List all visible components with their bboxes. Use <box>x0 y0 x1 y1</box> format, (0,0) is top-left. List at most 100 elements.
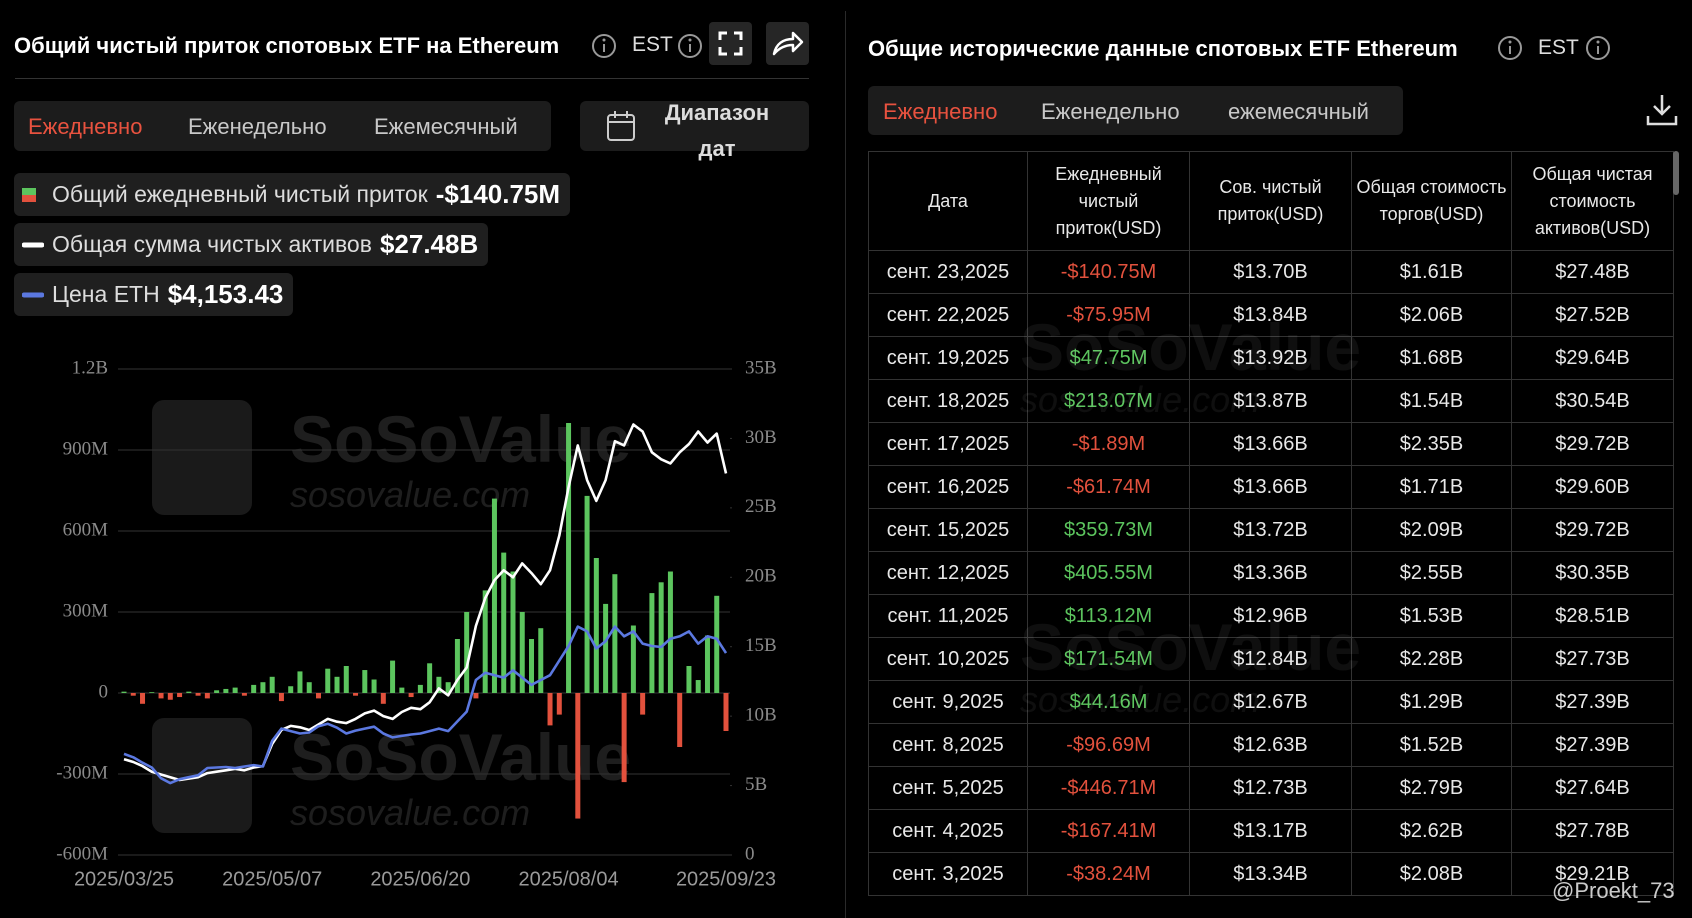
tab[interactable]: Ежемесячный <box>374 114 518 139</box>
table-cell: $1.29B <box>1351 680 1512 724</box>
info-icon[interactable] <box>590 32 618 60</box>
table-row: сент. 11,2025 $113.12M $12.96B $1.53B $28.51… <box>868 594 1674 638</box>
table-cell: $47.75M <box>1027 336 1190 380</box>
bar <box>288 686 294 693</box>
tab[interactable]: Еженедельно <box>188 114 327 139</box>
line <box>123 625 728 785</box>
bar <box>686 666 692 693</box>
bar <box>640 693 646 715</box>
x-tick-label: 2025/08/04 <box>518 868 618 890</box>
y2-tick-label: 10B <box>745 705 777 726</box>
legend-item[interactable]: Общая сумма чистых активов $27.48B <box>14 223 489 266</box>
info-icon[interactable] <box>1496 34 1524 62</box>
table-cell: сент. 17,2025 <box>868 422 1028 466</box>
table-cell: $13.66B <box>1189 422 1352 466</box>
line <box>123 423 728 782</box>
y-tick-label: 0 <box>99 681 109 702</box>
y2-tick-label: 25B <box>745 496 777 517</box>
share-button[interactable] <box>766 22 809 65</box>
bar <box>186 691 192 693</box>
bar <box>566 423 572 693</box>
legend-item[interactable]: Общий ежедневный чистый приток -$140.75M <box>14 173 571 216</box>
legend-value: -$140.75M <box>435 179 561 209</box>
bar <box>612 574 618 693</box>
tab[interactable]: Ежедневно <box>883 99 998 124</box>
table-cell: сент. 5,2025 <box>868 766 1028 810</box>
bar <box>704 635 710 693</box>
table-cell: $359.73M <box>1027 508 1190 552</box>
history-table: Дата Ежедневный чистый приток(USD) Сов. чи… <box>868 151 1674 896</box>
table-cell: $12.67B <box>1189 680 1352 724</box>
bar <box>214 690 220 693</box>
bar <box>621 693 627 783</box>
fullscreen-button[interactable] <box>709 22 752 65</box>
table-cell: сент. 23,2025 <box>868 250 1028 294</box>
info-icon[interactable] <box>1584 34 1612 62</box>
bar <box>399 687 405 693</box>
legend-swatch <box>22 187 36 202</box>
bar <box>223 688 229 693</box>
bar <box>140 693 146 704</box>
tab[interactable]: Ежедневно <box>28 114 143 139</box>
table-cell: $29.60B <box>1511 465 1674 509</box>
table-cell: $2.35B <box>1351 422 1512 466</box>
bar <box>204 693 210 699</box>
table-cell: $13.66B <box>1189 465 1352 509</box>
y-tick-label: 1.2B <box>72 357 108 378</box>
bar <box>260 682 266 693</box>
table-cell: $12.73B <box>1189 766 1352 810</box>
period-tabs: Ежедневно Еженедельно ежемесячный <box>868 86 1403 135</box>
table-cell: $2.08B <box>1351 852 1512 896</box>
date-range-button[interactable]: Диапазон дат <box>580 100 809 161</box>
scrollbar[interactable] <box>1673 151 1679 195</box>
bar <box>519 612 525 693</box>
bar <box>315 693 321 699</box>
date-range-label[interactable]: Диапазон дат <box>664 100 770 161</box>
column-header: Дата <box>868 151 1028 251</box>
divider <box>15 78 809 79</box>
table-cell: $13.17B <box>1189 809 1352 853</box>
table-row: сент. 19,2025 $47.75M $13.92B $1.68B $29.64B <box>868 336 1674 380</box>
bar <box>195 693 201 696</box>
table-cell: $213.07M <box>1027 379 1190 423</box>
bar <box>417 684 423 693</box>
table-row: сент. 17,2025 -$1.89M $13.66B $2.35B $29.72B <box>868 422 1674 466</box>
legend-label: Общая сумма чистых активов <box>52 231 372 257</box>
panel-title: Общий чистый приток спотовых ETF на Ethe… <box>14 33 560 58</box>
table-cell: сент. 19,2025 <box>868 336 1028 380</box>
table-cell: -$96.69M <box>1027 723 1190 767</box>
info-icon[interactable] <box>676 32 704 60</box>
table-cell: сент. 3,2025 <box>868 852 1028 896</box>
table-row: сент. 10,2025 $171.54M $12.84B $2.28B $27.73… <box>868 637 1674 681</box>
table-row: сент. 5,2025 -$446.71M $12.73B $2.79B $27.64… <box>868 766 1674 810</box>
table-cell: $27.39B <box>1511 680 1674 724</box>
table-cell: $113.12M <box>1027 594 1190 638</box>
table-cell: $13.36B <box>1189 551 1352 595</box>
bar <box>353 693 359 696</box>
header-row: Дата Ежедневный чистый приток(USD) Сов. чи… <box>868 151 1674 251</box>
table-cell: $27.52B <box>1511 293 1674 337</box>
timezone[interactable]: EST <box>1538 36 1579 59</box>
legend-swatch <box>22 292 44 297</box>
bar <box>177 693 183 698</box>
table-cell: -$38.24M <box>1027 852 1190 896</box>
bar <box>538 628 544 693</box>
table-row: сент. 22,2025 -$75.95M $13.84B $2.06B $27.52… <box>868 293 1674 337</box>
table-cell: $13.84B <box>1189 293 1352 337</box>
bar <box>501 552 507 693</box>
bar <box>464 612 470 693</box>
tab[interactable]: Еженедельно <box>1041 99 1180 124</box>
legend-item[interactable]: Цена ETH $4,153.43 <box>14 273 294 316</box>
table-cell: $2.28B <box>1351 637 1512 681</box>
table-cell: $30.35B <box>1511 551 1674 595</box>
watermark: sosovalue.com <box>290 792 530 833</box>
table-cell: $13.87B <box>1189 379 1352 423</box>
y-tick-label: 900M <box>63 438 109 459</box>
download-button[interactable] <box>1644 92 1680 128</box>
table-cell: $12.63B <box>1189 723 1352 767</box>
table-cell: сент. 9,2025 <box>868 680 1028 724</box>
tab[interactable]: ежемесячный <box>1228 99 1369 124</box>
timezone[interactable]: EST <box>632 33 673 56</box>
bar <box>677 693 683 747</box>
bar <box>390 660 396 693</box>
